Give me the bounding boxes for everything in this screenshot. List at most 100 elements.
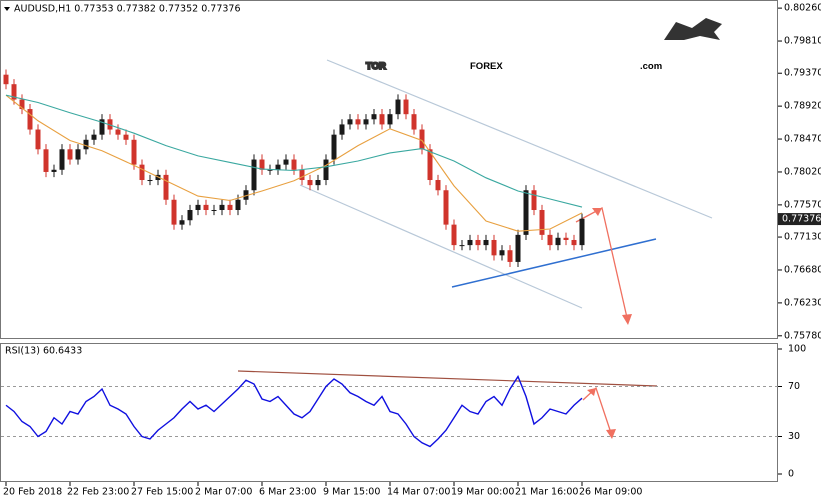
candle-body: [355, 119, 361, 125]
candle-body: [523, 190, 529, 235]
candle-body: [363, 119, 369, 125]
candle-body: [219, 204, 225, 210]
rsi-arrow-heads: [587, 388, 616, 439]
candle-body: [171, 199, 177, 225]
candle-body: [419, 129, 425, 150]
channel-lower: [299, 184, 583, 309]
rsi-line: [5, 374, 583, 448]
y-tick-label: 100: [788, 344, 806, 355]
candle-body: [395, 99, 401, 115]
candle-body: [83, 139, 89, 150]
chart-title: AUDUSD,H1 0.77353 0.77382 0.77352 0.7737…: [14, 4, 241, 15]
y-tick-label: 0.76230: [784, 297, 821, 308]
candle-body: [11, 84, 17, 100]
candle-body: [467, 239, 473, 246]
rsi-trend-line: [237, 370, 658, 387]
candle-body: [147, 180, 153, 182]
candle-body: [123, 134, 129, 140]
x-tick-label: 2 Mar 07:00: [195, 487, 252, 498]
y-tick-label: 0.80260: [784, 3, 821, 14]
price-panel: [0, 0, 778, 339]
x-tick-label: 21 Mar 16:00: [515, 487, 578, 498]
candle-body: [491, 239, 497, 256]
candle-body: [43, 149, 49, 172]
candle-body: [203, 204, 209, 210]
support-line: [451, 238, 657, 288]
x-tick-label: 26 Mar 09:00: [579, 487, 642, 498]
y-tick-label: 0.79370: [784, 68, 821, 79]
candle-body: [371, 114, 377, 120]
candle-body: [579, 218, 585, 246]
x-tick-label: 9 Mar 15:00: [323, 487, 380, 498]
candle-body: [403, 99, 409, 115]
last-price-label: 0.77376: [782, 214, 821, 225]
candle-body: [131, 139, 137, 165]
logo-brand: FOREX: [470, 61, 503, 72]
symbol-marker: [4, 7, 10, 11]
candle-body: [555, 237, 561, 246]
candle-body: [259, 159, 265, 170]
rsi-title: RSI(13) 60.6433: [5, 346, 82, 357]
candle-body: [331, 134, 337, 160]
candle-body: [91, 134, 97, 140]
y-tick-label: 0.78470: [784, 134, 821, 145]
y-tick-label: 0.78020: [784, 166, 821, 177]
candle-body: [115, 129, 121, 135]
candle-body: [291, 159, 297, 170]
y-tick-label: 30: [788, 431, 800, 442]
candle-body: [19, 99, 25, 110]
candle-body: [251, 159, 257, 191]
logo-bull: [664, 18, 722, 40]
candle-body: [427, 149, 433, 181]
moving-average: [5, 94, 583, 232]
x-tick-label: 22 Feb 23:00: [67, 487, 129, 498]
candle-body: [379, 114, 385, 125]
logo-suffix: .com: [640, 61, 662, 72]
channel-upper: [326, 59, 713, 219]
candle-body: [75, 149, 81, 160]
candle-body: [27, 109, 33, 130]
last-price-box: [778, 213, 821, 226]
candle-body: [211, 209, 217, 211]
candle-body: [235, 199, 241, 210]
candle-body: [323, 159, 329, 181]
candle-body: [307, 180, 313, 186]
candle-body: [315, 180, 321, 186]
candle-body: [571, 239, 577, 246]
candle-body: [51, 169, 57, 172]
candle-body: [443, 190, 449, 225]
moving-average: [5, 94, 583, 208]
candle-body: [179, 220, 185, 225]
candle-body: [275, 164, 281, 170]
candle-body: [507, 250, 513, 262]
candle-body: [347, 119, 353, 125]
logo: TOR FOREX .com: [365, 18, 722, 73]
candle-body: [187, 209, 193, 221]
y-tick-label: 0.78920: [784, 101, 821, 112]
candle-body: [515, 234, 521, 262]
candle-body: [499, 250, 505, 256]
y-tick-label: 0.79810: [784, 36, 821, 47]
candle-body: [195, 204, 201, 210]
candle-body: [99, 119, 105, 135]
candle-body: [435, 180, 441, 191]
candle-body: [411, 114, 417, 130]
candle-body: [547, 234, 553, 246]
x-tick-label: 14 Mar 07:00: [387, 487, 450, 498]
x-tick-label: 20 Feb 2018: [3, 487, 62, 498]
candle-body: [451, 224, 457, 246]
candle-body: [163, 174, 169, 200]
x-tick-label: 27 Feb 15:00: [131, 487, 193, 498]
candle-body: [387, 114, 393, 125]
candle-body: [227, 204, 233, 210]
candle-body: [67, 149, 73, 160]
candle-body: [563, 237, 569, 240]
candle-body: [483, 239, 489, 246]
x-tick-label: 19 Mar 00:00: [451, 487, 514, 498]
y-tick-label: 0.75780: [784, 330, 821, 341]
y-tick-label: 0.77130: [784, 232, 821, 243]
y-tick-label: 0.77570: [784, 199, 821, 210]
y-tick-label: 70: [788, 381, 800, 392]
y-tick-label: 0: [788, 469, 794, 480]
